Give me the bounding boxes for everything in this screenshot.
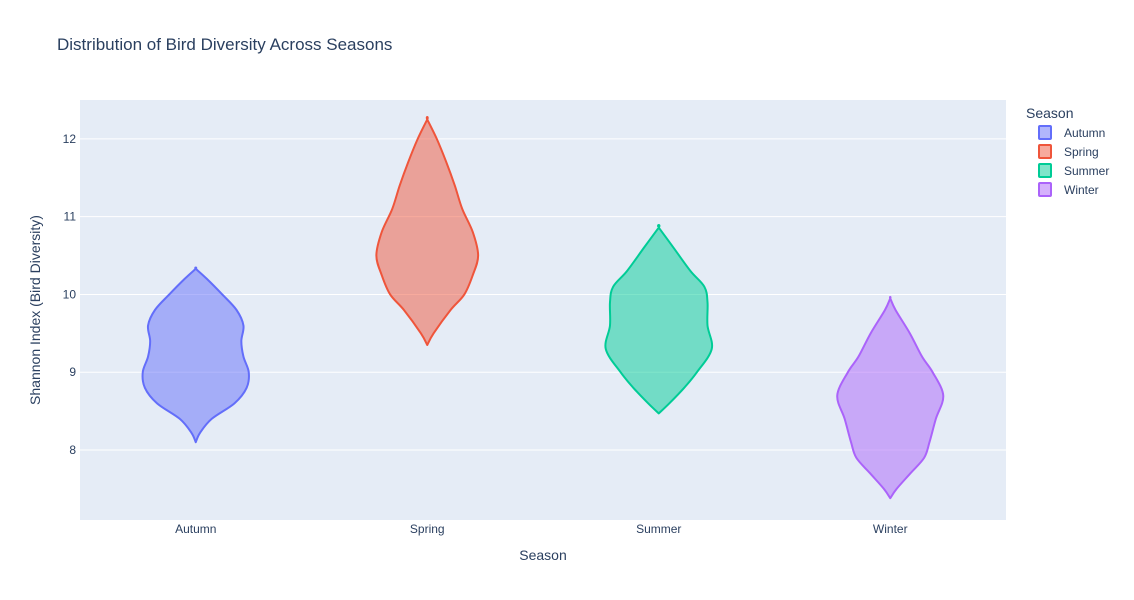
legend-item-spring[interactable]: Spring (1038, 144, 1099, 159)
x-tick-label: Winter (873, 522, 908, 536)
x-tick-label: Summer (636, 522, 681, 536)
y-axis-title: Shannon Index (Bird Diversity) (27, 215, 43, 405)
legend-label: Winter (1064, 183, 1099, 197)
legend-swatch (1038, 125, 1052, 140)
violin-winter[interactable] (836, 295, 945, 500)
legend-title: Season (1026, 105, 1073, 121)
y-tick-label: 12 (63, 132, 77, 146)
chart-title: Distribution of Bird Diversity Across Se… (57, 35, 392, 54)
x-tick-label: Autumn (175, 522, 216, 536)
y-tick-label: 9 (69, 365, 76, 379)
y-tick-label: 8 (69, 443, 76, 457)
x-tick-labels: Autumn Spring Summer Winter (175, 522, 908, 536)
violin-autumn[interactable] (141, 266, 250, 444)
legend-swatch (1038, 163, 1052, 178)
legend-item-winter[interactable]: Winter (1038, 182, 1099, 197)
legend-item-summer[interactable]: Summer (1038, 163, 1109, 178)
x-axis-title: Season (519, 547, 566, 563)
y-tick-labels: 8 9 10 11 12 (63, 132, 77, 457)
legend-swatch (1038, 182, 1052, 197)
violin-summer[interactable] (604, 224, 714, 415)
legend[interactable]: Season Autumn Spring Summer Winter (1026, 105, 1109, 197)
y-tick-label: 11 (64, 210, 77, 224)
legend-label: Spring (1064, 145, 1099, 159)
y-tick-label: 10 (63, 287, 77, 301)
violin-spring[interactable] (375, 116, 480, 346)
violins[interactable] (141, 116, 945, 500)
legend-item-autumn[interactable]: Autumn (1038, 125, 1105, 140)
x-tick-label: Spring (410, 522, 445, 536)
legend-label: Summer (1064, 164, 1109, 178)
legend-label: Autumn (1064, 126, 1105, 140)
legend-swatch (1038, 144, 1052, 159)
